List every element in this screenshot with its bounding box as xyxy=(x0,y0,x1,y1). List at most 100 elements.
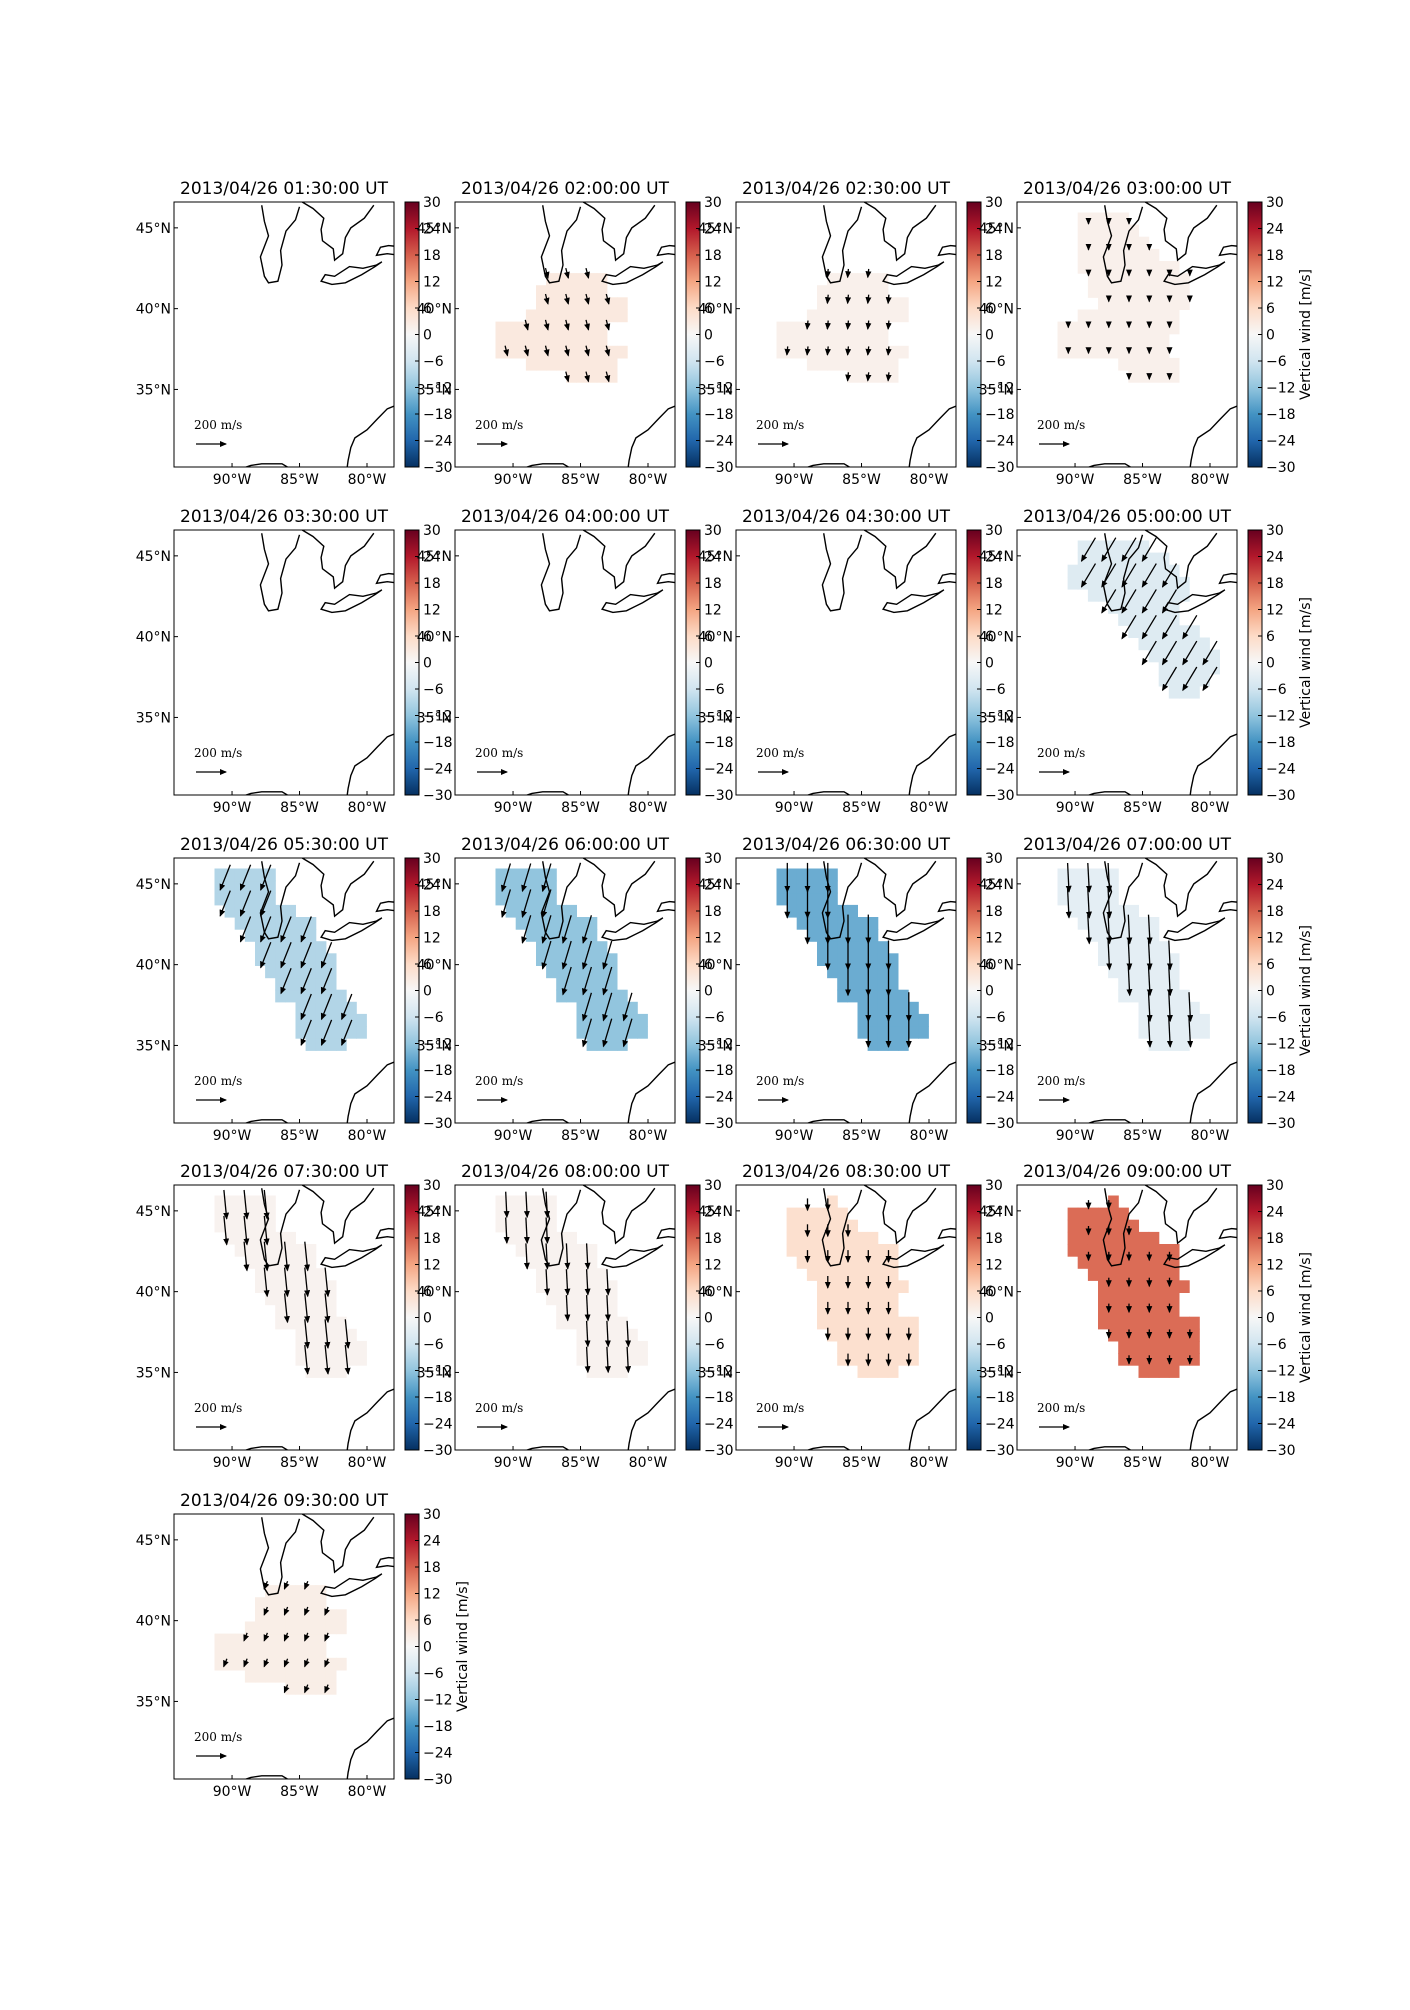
wind-cell xyxy=(1077,868,1089,882)
wind-cell xyxy=(214,1633,226,1647)
wind-cell xyxy=(285,929,296,942)
wind-cell xyxy=(1108,1268,1119,1281)
wind-cell xyxy=(1128,977,1139,991)
wind-cell xyxy=(857,1304,869,1318)
wind-cell xyxy=(1168,297,1180,310)
wind-cell xyxy=(265,929,276,942)
wind-cell xyxy=(1128,625,1139,638)
wind-cell xyxy=(596,321,608,335)
wind-arrow xyxy=(1161,666,1178,692)
wind-cell xyxy=(867,917,879,930)
wind-cell xyxy=(1098,297,1109,310)
wind-cell xyxy=(315,1645,327,1659)
wind-cell xyxy=(1148,1001,1160,1015)
wind-arrow xyxy=(263,1241,270,1272)
lon-tick-label: 90°W xyxy=(1056,1128,1095,1144)
wind-cell xyxy=(1077,904,1089,918)
wind-cell xyxy=(1148,965,1160,979)
wind-cell xyxy=(776,345,788,359)
wind-arrow xyxy=(845,320,852,330)
wind-cell xyxy=(1158,613,1170,626)
wind-arrow xyxy=(584,1269,591,1296)
wind-cell xyxy=(1128,917,1139,930)
wind-cell xyxy=(586,929,598,942)
wind-cell xyxy=(1168,1365,1180,1378)
wind-cell xyxy=(525,1207,537,1221)
wind-cell xyxy=(1138,1304,1150,1318)
colorbar-tick-label: 12 xyxy=(985,603,1003,619)
wind-cell xyxy=(1118,273,1129,286)
arrow-scale-key: 200 m/s xyxy=(756,418,804,447)
wind-cell xyxy=(1077,1207,1089,1221)
wind-cell xyxy=(867,357,879,371)
coastline xyxy=(863,530,937,590)
wind-cell xyxy=(847,977,858,991)
wind-cell xyxy=(566,1244,577,1257)
wind-arrow xyxy=(584,267,590,279)
wind-cell xyxy=(1077,880,1089,894)
coastlines xyxy=(806,1185,956,1450)
wind-cell xyxy=(837,965,848,979)
wind-cell xyxy=(898,1316,909,1330)
wind-arrow xyxy=(324,1684,330,1694)
wind-cell xyxy=(1189,1013,1200,1027)
wind-cell xyxy=(1077,1244,1089,1257)
wind-cell xyxy=(536,309,547,323)
wind-cell xyxy=(525,1195,537,1209)
wind-arrow xyxy=(885,294,892,305)
wind-cell xyxy=(275,1292,286,1306)
wind-cell xyxy=(596,1328,608,1342)
wind-arrow xyxy=(243,1215,250,1246)
wind-cell xyxy=(847,357,858,371)
wind-cell xyxy=(325,977,337,991)
coastline xyxy=(937,244,956,257)
wind-cell xyxy=(1138,613,1150,626)
wind-cell xyxy=(867,345,879,359)
wind-cell xyxy=(586,357,598,371)
wind-cell xyxy=(1138,309,1150,323)
wind-cell xyxy=(1128,941,1139,954)
lat-tick-label: 40°N xyxy=(136,630,171,646)
wind-cell xyxy=(1108,965,1119,979)
coastline xyxy=(821,861,863,940)
wind-cell xyxy=(1168,1038,1180,1051)
wind-cell xyxy=(1067,321,1079,335)
colorbar-tick-label: −30 xyxy=(704,788,734,804)
wind-cell xyxy=(1148,1304,1160,1318)
colorbar-tick-label: −6 xyxy=(1266,682,1287,698)
wind-cell xyxy=(1179,685,1190,699)
wind-cell xyxy=(786,321,798,335)
wind-cell xyxy=(596,941,608,954)
wind-cell xyxy=(806,929,818,942)
wind-cell xyxy=(556,965,567,979)
coastlines xyxy=(244,202,394,467)
wind-cell xyxy=(305,1316,317,1330)
wind-cell xyxy=(908,1328,919,1342)
wind-cell xyxy=(837,309,848,323)
wind-arrow xyxy=(260,942,272,969)
wind-cell xyxy=(315,1026,327,1039)
wind-cell xyxy=(806,1268,818,1281)
wind-cell xyxy=(1128,1219,1139,1233)
panel-title: 2013/04/26 05:00:00 UT xyxy=(1023,507,1232,527)
colorbar-tick-label: 30 xyxy=(985,195,1003,211)
wind-cell xyxy=(586,1353,598,1366)
map-area: 200 m/s45°N40°N35°N90°W 85°W 80°W xyxy=(979,201,1238,488)
wind-cell xyxy=(796,1231,808,1245)
colorbar-tick-label: −18 xyxy=(985,1063,1015,1079)
wind-cell xyxy=(898,1340,909,1354)
wind-cell xyxy=(627,1340,638,1354)
coastlines xyxy=(1087,858,1237,1123)
wind-cell xyxy=(898,989,909,1003)
wind-cell xyxy=(606,1038,618,1051)
wind-cell xyxy=(586,977,598,991)
arrow-scale-label: 200 m/s xyxy=(756,1401,804,1415)
wind-cell xyxy=(505,1231,517,1245)
wind-cell xyxy=(1087,236,1099,250)
wind-field xyxy=(214,868,367,1051)
wind-cell xyxy=(1108,1256,1119,1269)
wind-cell xyxy=(556,953,567,966)
wind-cell xyxy=(536,953,547,966)
